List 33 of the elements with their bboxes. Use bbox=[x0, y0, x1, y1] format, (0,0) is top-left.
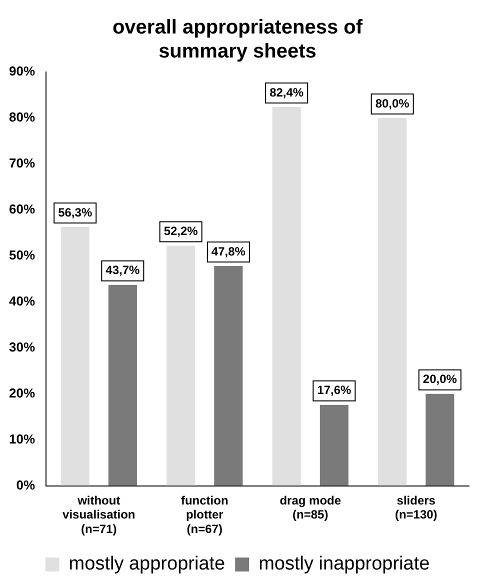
bar bbox=[214, 266, 243, 486]
bar bbox=[426, 394, 454, 486]
bar bbox=[108, 284, 137, 486]
bar bbox=[60, 226, 90, 486]
bar bbox=[378, 118, 407, 486]
y-tick-label: 50% bbox=[8, 247, 36, 262]
y-tick-label: 40% bbox=[8, 293, 36, 308]
x-tick-label: function plotter (n=67) bbox=[180, 493, 228, 536]
x-tick-label: without visualisation (n=71) bbox=[62, 493, 136, 536]
data-label: 47,8% bbox=[211, 244, 246, 258]
legend-label: mostly inappropriate bbox=[258, 554, 430, 575]
y-tick-label: 70% bbox=[8, 156, 36, 171]
x-tick-label: sliders (n=130) bbox=[394, 493, 438, 522]
y-tick-label: 90% bbox=[8, 64, 36, 79]
data-label: 82,4% bbox=[270, 85, 304, 100]
y-tick-label: 10% bbox=[8, 431, 36, 446]
data-label: 52,2% bbox=[164, 224, 198, 238]
bar bbox=[166, 246, 196, 486]
bar bbox=[320, 404, 348, 486]
y-tick-label: 30% bbox=[8, 339, 36, 354]
legend-label: mostly appropriate bbox=[68, 554, 226, 575]
data-label: 20,0% bbox=[422, 372, 458, 386]
y-tick-label: 60% bbox=[8, 202, 36, 217]
chart-title: overall appropriateness of summary sheets bbox=[112, 16, 363, 63]
y-tick-label: 80% bbox=[8, 110, 36, 125]
data-label: 56,3% bbox=[58, 205, 92, 220]
y-tick-label: 20% bbox=[8, 385, 36, 400]
bar bbox=[272, 106, 301, 486]
x-tick-label: drag mode (n=85) bbox=[280, 493, 342, 522]
y-tick-label: 0% bbox=[16, 477, 36, 492]
data-label: 80,0% bbox=[375, 96, 410, 110]
data-label: 43,7% bbox=[106, 263, 140, 278]
data-label: 17,6% bbox=[317, 383, 352, 398]
